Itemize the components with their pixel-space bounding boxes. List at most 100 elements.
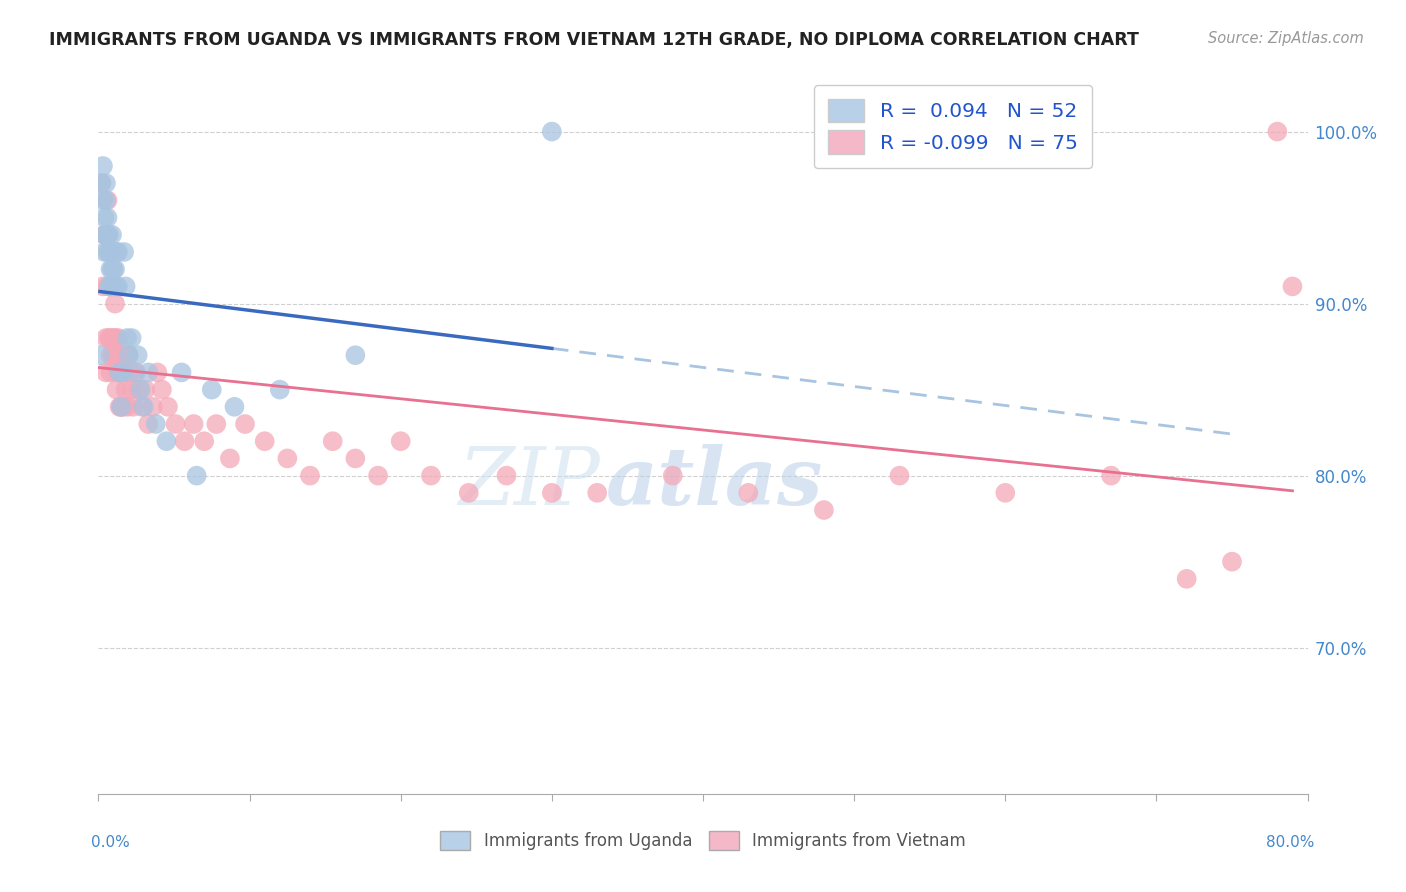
Point [146, 366, 169, 380]
Point [122, 400, 145, 414]
Point [96, 279, 118, 293]
Point [322, 434, 344, 449]
Point [98, 279, 121, 293]
Legend: R =  0.094   N = 52, R = -0.099   N = 75: R = 0.094 N = 52, R = -0.099 N = 75 [814, 85, 1092, 168]
Point [100, 279, 122, 293]
Point [201, 383, 224, 397]
Point [96, 244, 118, 259]
Point [457, 485, 479, 500]
Point [145, 417, 167, 431]
Point [94, 366, 117, 380]
Point [93, 227, 115, 242]
Point [224, 400, 246, 414]
Point [136, 366, 159, 380]
Point [103, 262, 125, 277]
Point [120, 366, 142, 380]
Point [111, 366, 134, 380]
Point [94, 176, 117, 190]
Point [129, 383, 152, 397]
Point [107, 366, 129, 380]
Point [96, 227, 118, 242]
Point [101, 244, 124, 259]
Point [889, 468, 911, 483]
Point [118, 348, 141, 362]
Point [110, 348, 132, 362]
Point [91, 279, 114, 293]
Point [112, 348, 135, 362]
Point [98, 331, 121, 345]
Point [105, 348, 128, 362]
Point [110, 400, 132, 414]
Point [125, 366, 148, 380]
Point [101, 244, 124, 259]
Point [104, 296, 127, 310]
Point [367, 468, 389, 483]
Point [105, 279, 128, 293]
Point [96, 194, 118, 208]
Point [91, 159, 114, 173]
Point [100, 331, 122, 345]
Point [124, 366, 146, 380]
Point [115, 400, 138, 414]
Point [108, 366, 131, 380]
Point [103, 348, 125, 362]
Point [108, 366, 131, 380]
Point [344, 451, 367, 466]
Point [344, 348, 367, 362]
Point [205, 417, 228, 431]
Point [276, 451, 298, 466]
Point [100, 262, 122, 277]
Point [110, 400, 132, 414]
Point [89, 348, 111, 362]
Point [813, 503, 835, 517]
Point [540, 125, 562, 139]
Text: atlas: atlas [606, 444, 824, 522]
Point [111, 400, 134, 414]
Point [94, 227, 117, 242]
Point [131, 400, 153, 414]
Point [495, 468, 517, 483]
Point [661, 468, 683, 483]
Point [103, 279, 125, 293]
Point [98, 244, 121, 259]
Point [128, 383, 150, 397]
Point [389, 434, 412, 449]
Point [299, 468, 322, 483]
Point [253, 434, 276, 449]
Point [112, 244, 135, 259]
Point [100, 348, 122, 362]
Point [90, 176, 112, 190]
Point [186, 468, 208, 483]
Point [114, 279, 136, 293]
Point [98, 244, 121, 259]
Point [118, 348, 141, 362]
Point [93, 211, 115, 225]
Point [586, 485, 609, 500]
Point [96, 211, 118, 225]
Point [103, 331, 125, 345]
Point [1281, 279, 1303, 293]
Point [155, 434, 177, 449]
Point [269, 383, 291, 397]
Legend: Immigrants from Uganda, Immigrants from Vietnam: Immigrants from Uganda, Immigrants from … [433, 824, 973, 857]
Text: IMMIGRANTS FROM UGANDA VS IMMIGRANTS FROM VIETNAM 12TH GRADE, NO DIPLOMA CORRELA: IMMIGRANTS FROM UGANDA VS IMMIGRANTS FRO… [49, 31, 1139, 49]
Point [134, 383, 156, 397]
Point [101, 279, 124, 293]
Point [1175, 572, 1198, 586]
Point [100, 366, 122, 380]
Point [219, 451, 242, 466]
Point [94, 331, 117, 345]
Point [1267, 125, 1289, 139]
Text: ZIP: ZIP [458, 444, 600, 522]
Point [107, 279, 129, 293]
Point [115, 331, 138, 345]
Point [101, 227, 124, 242]
Point [105, 383, 128, 397]
Point [98, 227, 121, 242]
Point [165, 417, 187, 431]
Point [107, 331, 129, 345]
Point [142, 400, 165, 414]
Point [994, 485, 1017, 500]
Text: 80.0%: 80.0% [1267, 836, 1315, 850]
Point [233, 417, 256, 431]
